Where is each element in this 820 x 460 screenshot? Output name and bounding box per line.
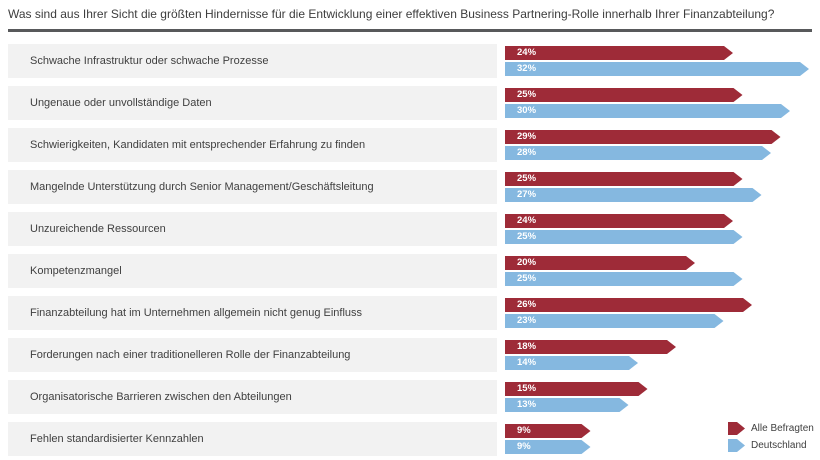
legend-item-all-respondents: Alle Befragten <box>728 420 814 437</box>
chart-row: Fehlen standardisierter Kennzahlen 9% 9% <box>0 418 820 460</box>
bar-value-label: 30% <box>517 105 537 116</box>
chart-row: Unzureichende Ressourcen 24% 25% <box>0 208 820 250</box>
bar-value-label: 25% <box>517 89 537 100</box>
bar-value-label: 15% <box>517 383 537 394</box>
legend-label: Deutschland <box>751 440 807 451</box>
bar-germany: 9% <box>505 440 591 454</box>
bar-value-label: 18% <box>517 341 537 352</box>
bar-all-respondents: 15% <box>505 382 648 396</box>
category-label: Schwierigkeiten, Kandidaten mit entsprec… <box>30 139 366 151</box>
legend: Alle Befragten Deutschland <box>728 420 814 454</box>
bar-value-label: 32% <box>517 63 537 74</box>
category-label: Forderungen nach einer traditionelleren … <box>30 349 351 361</box>
bar-value-label: 28% <box>517 147 537 158</box>
bar-value-label: 25% <box>517 273 537 284</box>
chart-row: Kompetenzmangel 20% 25% <box>0 250 820 292</box>
title-block: Was sind aus Ihrer Sicht die größten Hin… <box>8 0 812 32</box>
bar-value-label: 9% <box>517 425 531 436</box>
bar-value-label: 25% <box>517 173 537 184</box>
chart-row: Schwierigkeiten, Kandidaten mit entsprec… <box>0 124 820 166</box>
bar-all-respondents: 9% <box>505 424 591 438</box>
bar-germany: 28% <box>505 146 771 160</box>
category-label: Ungenaue oder unvollständige Daten <box>30 97 212 109</box>
bar-all-respondents: 26% <box>505 298 752 312</box>
bar-value-label: 26% <box>517 299 537 310</box>
chart-row: Organisatorische Barrieren zwischen den … <box>0 376 820 418</box>
bar-value-label: 27% <box>517 189 537 200</box>
chart-title: Was sind aus Ihrer Sicht die größten Hin… <box>8 7 775 21</box>
chart-row: Ungenaue oder unvollständige Daten 25% 30% <box>0 82 820 124</box>
bar-value-label: 9% <box>517 441 531 452</box>
category-band: Ungenaue oder unvollständige Daten <box>8 86 497 120</box>
category-band: Unzureichende Ressourcen <box>8 212 497 246</box>
chart-row: Mangelnde Unterstützung durch Senior Man… <box>0 166 820 208</box>
category-label: Mangelnde Unterstützung durch Senior Man… <box>30 181 374 193</box>
bar-germany: 13% <box>505 398 629 412</box>
bar-germany: 32% <box>505 62 809 76</box>
bar-all-respondents: 25% <box>505 172 743 186</box>
category-band: Schwierigkeiten, Kandidaten mit entsprec… <box>8 128 497 162</box>
category-label: Fehlen standardisierter Kennzahlen <box>30 433 204 445</box>
bar-germany: 25% <box>505 272 743 286</box>
category-band: Fehlen standardisierter Kennzahlen <box>8 422 497 456</box>
bar-all-respondents: 29% <box>505 130 781 144</box>
bar-all-respondents: 20% <box>505 256 695 270</box>
bar-germany: 25% <box>505 230 743 244</box>
bar-value-label: 14% <box>517 357 537 368</box>
chart-row: Finanzabteilung hat im Unternehmen allge… <box>0 292 820 334</box>
legend-item-germany: Deutschland <box>728 437 814 454</box>
bar-value-label: 25% <box>517 231 537 242</box>
bar-value-label: 13% <box>517 399 537 410</box>
chart-rows: Schwache Infrastruktur oder schwache Pro… <box>0 40 820 460</box>
chart-row: Forderungen nach einer traditionelleren … <box>0 334 820 376</box>
bar-value-label: 24% <box>517 47 537 58</box>
category-label: Unzureichende Ressourcen <box>30 223 166 235</box>
legend-label: Alle Befragten <box>751 423 814 434</box>
category-band: Forderungen nach einer traditionelleren … <box>8 338 497 372</box>
bar-germany: 23% <box>505 314 724 328</box>
chart-row: Schwache Infrastruktur oder schwache Pro… <box>0 40 820 82</box>
category-band: Mangelnde Unterstützung durch Senior Man… <box>8 170 497 204</box>
bar-value-label: 23% <box>517 315 537 326</box>
bar-all-respondents: 18% <box>505 340 676 354</box>
bar-value-label: 20% <box>517 257 537 268</box>
category-label: Schwache Infrastruktur oder schwache Pro… <box>30 55 269 67</box>
legend-marker-germany-icon <box>728 439 745 452</box>
category-label: Organisatorische Barrieren zwischen den … <box>30 391 292 403</box>
category-label: Finanzabteilung hat im Unternehmen allge… <box>30 307 363 319</box>
category-band: Kompetenzmangel <box>8 254 497 288</box>
bar-all-respondents: 25% <box>505 88 743 102</box>
bar-value-label: 24% <box>517 215 537 226</box>
bar-germany: 27% <box>505 188 762 202</box>
bar-value-label: 29% <box>517 131 537 142</box>
category-band: Schwache Infrastruktur oder schwache Pro… <box>8 44 497 78</box>
bar-all-respondents: 24% <box>505 214 733 228</box>
bar-germany: 30% <box>505 104 790 118</box>
category-label: Kompetenzmangel <box>30 265 122 277</box>
category-band: Organisatorische Barrieren zwischen den … <box>8 380 497 414</box>
category-band: Finanzabteilung hat im Unternehmen allge… <box>8 296 497 330</box>
bar-germany: 14% <box>505 356 638 370</box>
bar-all-respondents: 24% <box>505 46 733 60</box>
legend-marker-all-respondents-icon <box>728 422 745 435</box>
